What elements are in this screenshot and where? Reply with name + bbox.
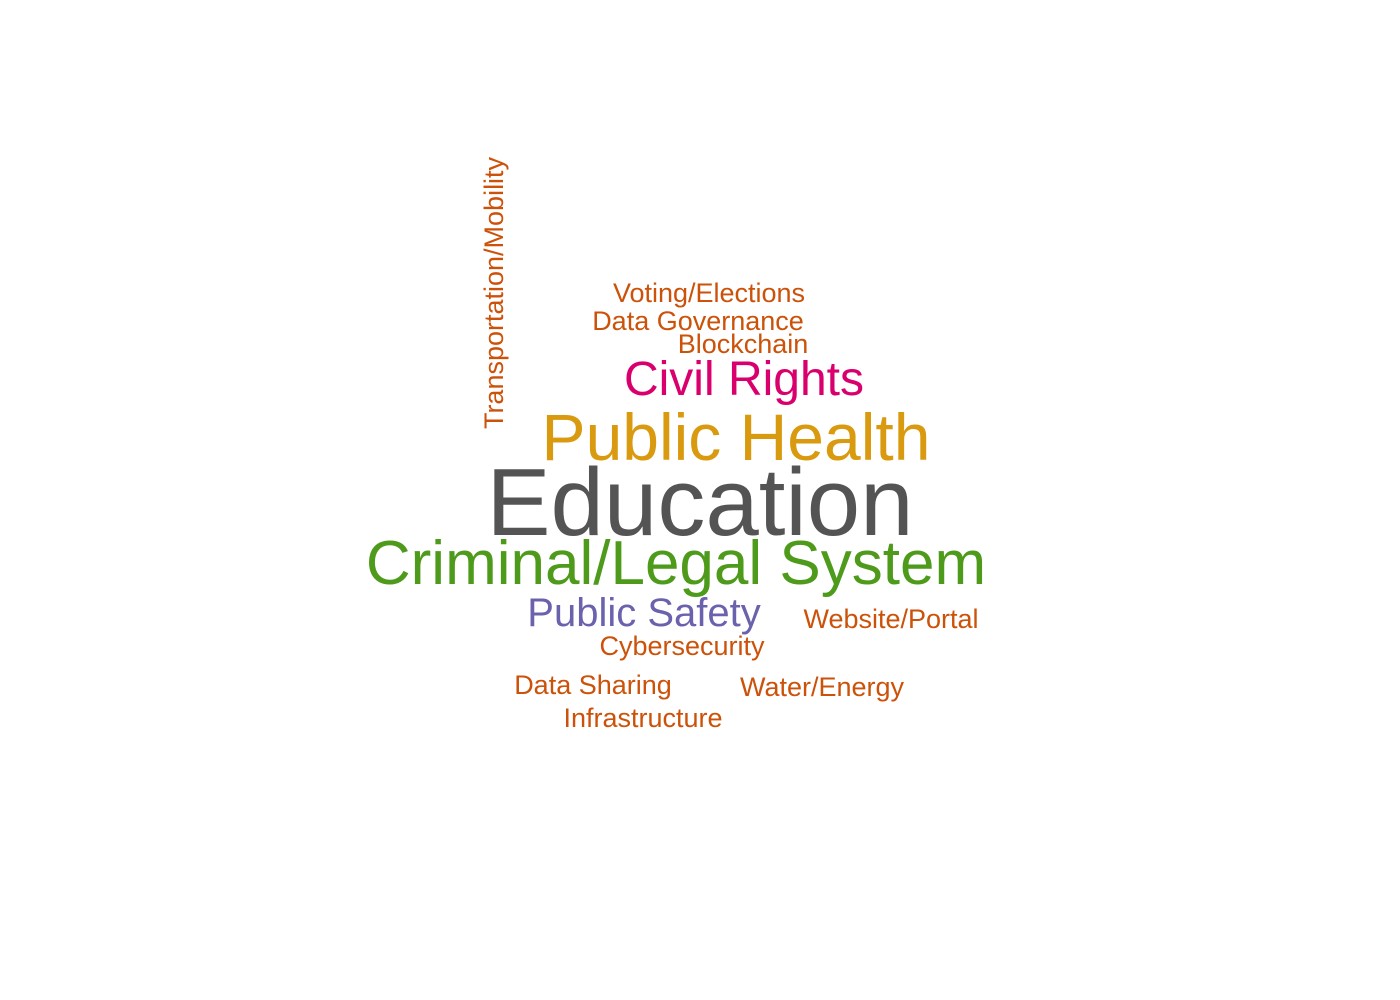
word-public-safety: Public Safety xyxy=(527,591,760,635)
word-voting-elections: Voting/Elections xyxy=(613,278,805,308)
word-education: Education xyxy=(487,449,914,556)
word-infrastructure: Infrastructure xyxy=(563,703,722,733)
word-cybersecurity: Cybersecurity xyxy=(599,631,765,661)
word-water-energy: Water/Energy xyxy=(740,672,905,702)
word-website-portal: Website/Portal xyxy=(803,604,978,634)
word-transportation-mobility: Transportation/Mobility xyxy=(479,156,509,429)
word-civil-rights: Civil Rights xyxy=(624,353,864,406)
word-data-sharing: Data Sharing xyxy=(514,670,672,700)
word-blockchain: Blockchain xyxy=(678,329,809,359)
word-criminal-legal-system: Criminal/Legal System xyxy=(366,529,986,598)
word-data-governance: Data Governance xyxy=(592,306,804,336)
word-public-health: Public Health xyxy=(542,400,931,474)
